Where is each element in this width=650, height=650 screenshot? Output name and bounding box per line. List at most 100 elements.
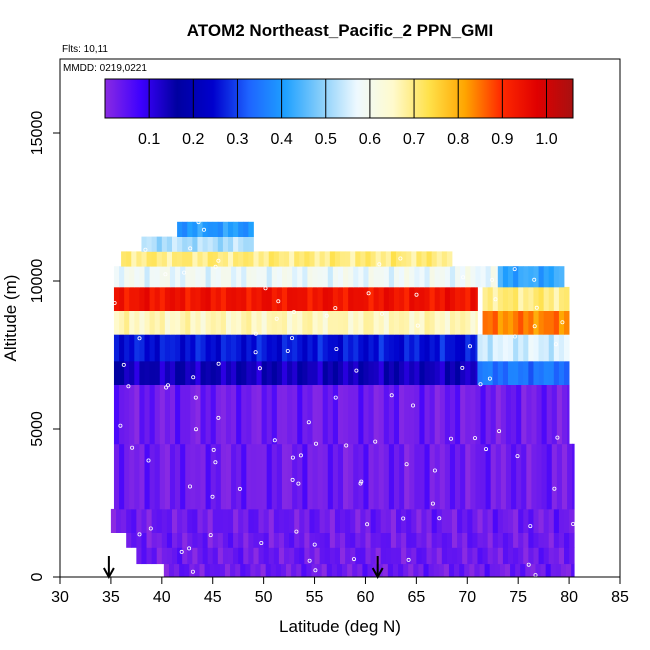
- heatmap-cell-669: [378, 334, 385, 362]
- heatmap-cell-97: [217, 547, 224, 565]
- heatmap-cell-723: [195, 310, 201, 335]
- observation-point-22: [296, 481, 301, 486]
- heatmap-cell-911: [246, 266, 252, 288]
- heatmap-cell-411: [444, 443, 451, 510]
- heatmap-cell-616: [564, 360, 570, 385]
- observation-point-39: [146, 458, 151, 463]
- heatmap-cell-555: [256, 360, 262, 385]
- heatmap-cell-284: [258, 508, 265, 533]
- heatmap-cell-199: [289, 532, 295, 548]
- heatmap-cell-540: [180, 360, 186, 385]
- heatmap-cell-182: [202, 532, 209, 548]
- heatmap-cell-524: [556, 384, 563, 445]
- heatmap-cell-1037: [441, 251, 448, 267]
- heatmap-cell-149: [482, 547, 489, 565]
- heatmap-cell-576: [363, 360, 369, 385]
- heatmap-cell-631: [185, 334, 191, 362]
- heatmap-cell-333: [508, 508, 514, 533]
- heatmap-cell-57: [454, 563, 460, 578]
- heatmap-cell-511: [490, 384, 497, 445]
- heatmap-cell-538: [169, 360, 176, 385]
- heatmap-cell-816: [215, 286, 222, 311]
- heatmap-cell-574: [353, 360, 359, 385]
- heatmap-cell-786: [518, 310, 524, 335]
- heatmap-cell-938: [383, 266, 390, 288]
- heatmap-cell-615: [558, 360, 565, 385]
- observation-point-81: [532, 324, 537, 329]
- heatmap-cell-654: [302, 334, 308, 362]
- heatmap-cell-191: [248, 532, 254, 548]
- heatmap-cell-796: [113, 286, 120, 311]
- observation-point-29: [344, 443, 349, 448]
- x-axis: 30 35 40 45 50 55 60 65 70 75 80 85: [51, 577, 629, 606]
- heatmap-cell-610: [533, 360, 539, 385]
- observation-point-94: [182, 270, 187, 275]
- heatmap-cell-466: [261, 384, 268, 445]
- observation-point-50: [216, 415, 221, 420]
- heatmap-cell-696: [513, 334, 519, 362]
- heatmap-cell-945: [419, 266, 425, 288]
- heatmap-cell-640: [231, 334, 237, 362]
- heatmap-cell-999: [248, 251, 254, 267]
- heatmap-cell-36: [347, 563, 353, 578]
- observation-point-59: [257, 366, 262, 371]
- heatmap-cell-96: [212, 547, 219, 565]
- heatmap-cell-216: [375, 532, 382, 548]
- heatmap-cell-74: [540, 563, 547, 578]
- flight-marker-arrow-0: [102, 556, 115, 580]
- observation-point-30: [237, 486, 242, 491]
- heatmap-cell-349: [129, 443, 135, 510]
- heatmap-cell-270: [187, 508, 193, 533]
- heatmap-cell-486: [363, 384, 369, 445]
- heatmap-cell-1034: [426, 251, 433, 267]
- heatmap-cell-499: [429, 384, 436, 445]
- heatmap-cell-901: [195, 266, 201, 288]
- heatmap-cell-68: [510, 563, 516, 578]
- heatmap-cell-618: [119, 334, 125, 362]
- heatmap-cell-25: [291, 563, 297, 578]
- heatmap-cell-1018: [345, 251, 351, 267]
- heatmap-cell-170: [141, 532, 147, 548]
- heatmap-cell-111: [289, 547, 295, 565]
- heatmap-cell-991: [207, 251, 214, 267]
- heatmap-cell-966: [523, 266, 529, 288]
- heatmap-cell-846: [368, 286, 374, 311]
- heatmap-cell-1053: [212, 236, 219, 252]
- heatmap-cell-829: [281, 286, 288, 311]
- heatmap-cell-597: [470, 360, 476, 385]
- heatmap-cell-884: [564, 286, 570, 311]
- heatmap-cell-702: [543, 334, 550, 362]
- x-tick-label-10: 80: [560, 589, 578, 606]
- heatmap-cell-237: [482, 532, 489, 548]
- heatmap-cell-802: [144, 286, 150, 311]
- heatmap-cell-741: [287, 310, 293, 335]
- heatmap-cell-1058: [238, 236, 244, 252]
- heatmap-cell-490: [383, 384, 390, 445]
- observation-point-102: [201, 227, 206, 232]
- heatmap-cell-356: [164, 443, 171, 510]
- heatmap-cell-139: [431, 547, 438, 565]
- heatmap-cell-390: [337, 443, 344, 510]
- heatmap-cell-383: [302, 443, 308, 510]
- heatmap-cell-385: [312, 443, 318, 510]
- heatmap-cell-399: [383, 443, 390, 510]
- heatmap-cell-438: [119, 384, 125, 445]
- heatmap-cell-327: [477, 508, 483, 533]
- heatmap-cell-405: [414, 443, 420, 510]
- heatmap-cell-1055: [222, 236, 229, 252]
- heatmap-cell-30: [316, 563, 323, 578]
- heatmap-cell-450: [180, 384, 186, 445]
- heatmap-cell-244: [518, 532, 524, 548]
- heatmap-cell-567: [317, 360, 324, 385]
- heatmap-cell-684: [455, 334, 461, 362]
- heatmap-cell-297: [324, 508, 331, 533]
- heatmap-cell-869: [487, 286, 494, 311]
- heatmap-cell-930: [343, 266, 349, 288]
- heatmap-cell-798: [124, 286, 130, 311]
- heatmap-cell-968: [533, 266, 539, 288]
- heatmap-cell-15: [240, 563, 246, 578]
- heatmap-cell-121: [340, 547, 346, 565]
- heatmap-cell-259: [131, 508, 137, 533]
- heatmap-cell-28: [306, 563, 312, 578]
- heatmap-cell-294: [309, 508, 315, 533]
